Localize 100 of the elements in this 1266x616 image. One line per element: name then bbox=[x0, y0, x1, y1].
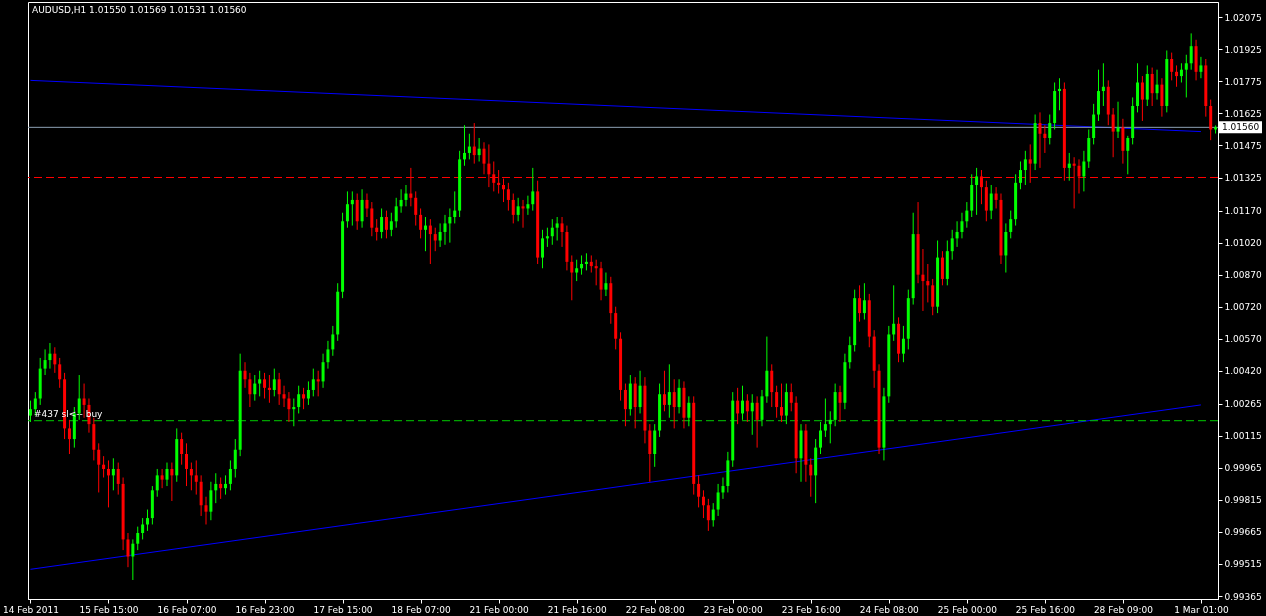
candlestick bbox=[648, 423, 652, 483]
candlestick bbox=[555, 216, 559, 241]
candlestick bbox=[292, 398, 296, 427]
candlestick bbox=[116, 462, 120, 496]
candlestick bbox=[82, 383, 86, 419]
candlestick bbox=[511, 193, 515, 224]
candlestick bbox=[375, 218, 379, 241]
candlestick bbox=[345, 190, 349, 229]
candlestick bbox=[419, 207, 423, 239]
candlestick bbox=[53, 346, 57, 374]
candlestick bbox=[1067, 152, 1071, 182]
chart-title: AUDUSD,H1 1.01550 1.01569 1.01531 1.01560 bbox=[32, 5, 247, 15]
y-tick-label: 0.99965 bbox=[1224, 463, 1262, 474]
candlestick bbox=[940, 250, 944, 286]
candlestick bbox=[711, 502, 715, 528]
y-tick-label: 1.01170 bbox=[1224, 206, 1262, 217]
candlestick bbox=[1209, 99, 1213, 141]
candlestick bbox=[789, 383, 793, 412]
candlestick bbox=[623, 383, 627, 427]
candlestick bbox=[858, 284, 862, 323]
x-tick-label: 21 Feb 16:00 bbox=[547, 604, 607, 615]
candlestick bbox=[662, 370, 666, 412]
candlestick bbox=[1126, 135, 1130, 175]
candlestick bbox=[687, 395, 691, 427]
candlestick bbox=[989, 184, 993, 220]
candlestick bbox=[102, 455, 106, 479]
x-tick-label: 17 Feb 15:00 bbox=[313, 604, 373, 615]
candlestick bbox=[43, 348, 47, 376]
candlestick bbox=[1170, 52, 1174, 81]
candlestick bbox=[165, 462, 169, 487]
candlestick bbox=[180, 432, 184, 466]
y-tick-label: 1.01325 bbox=[1224, 173, 1262, 184]
candlestick bbox=[209, 481, 213, 521]
y-tick-label: 0.99665 bbox=[1224, 527, 1262, 538]
candlestick bbox=[360, 188, 364, 229]
candlestick bbox=[950, 229, 954, 261]
candlestick bbox=[516, 197, 520, 222]
y-tick-label: 1.01775 bbox=[1224, 76, 1262, 87]
candlestick bbox=[892, 284, 896, 342]
x-tick-label: 22 Feb 08:00 bbox=[625, 604, 685, 615]
candlestick bbox=[380, 207, 384, 239]
candlestick bbox=[955, 220, 959, 248]
candlestick bbox=[321, 353, 325, 389]
candlestick bbox=[550, 218, 554, 246]
candlestick bbox=[721, 477, 725, 500]
candlestick bbox=[355, 193, 359, 231]
candlestick bbox=[370, 201, 374, 237]
candlestick bbox=[263, 372, 267, 400]
y-tick-label: 1.01625 bbox=[1224, 108, 1262, 119]
candlestick bbox=[716, 483, 720, 517]
candlestick bbox=[1043, 124, 1047, 154]
x-tick-label: 28 Feb 09:00 bbox=[1093, 604, 1154, 615]
candlestick bbox=[228, 459, 232, 491]
x-tick-label: 25 Feb 00:00 bbox=[937, 604, 998, 615]
candlestick bbox=[1199, 56, 1203, 79]
candlestick bbox=[931, 278, 935, 316]
candlestick bbox=[384, 210, 388, 239]
candlestick bbox=[1150, 67, 1154, 107]
candlestick bbox=[784, 383, 788, 425]
x-tick-label: 1 Mar 01:00 bbox=[1174, 604, 1229, 615]
candlestick bbox=[433, 227, 437, 252]
candlestick bbox=[750, 393, 754, 436]
candlestick bbox=[1058, 77, 1061, 111]
candlestick bbox=[233, 438, 237, 479]
y-tick-label: 1.02075 bbox=[1224, 12, 1262, 23]
candlestick bbox=[701, 489, 705, 519]
candlestick bbox=[975, 167, 979, 216]
candlestick bbox=[1189, 32, 1193, 71]
candlestick bbox=[1121, 118, 1125, 165]
candlestick bbox=[389, 212, 393, 237]
candlestick bbox=[331, 325, 335, 357]
candlestick bbox=[106, 459, 110, 508]
candlestick bbox=[136, 526, 140, 551]
candlestick bbox=[921, 248, 925, 312]
x-tick-label: 18 Feb 07:00 bbox=[391, 604, 451, 615]
candlestick bbox=[1184, 54, 1188, 98]
candlestick bbox=[672, 378, 676, 429]
candlestick bbox=[736, 387, 740, 425]
candlestick bbox=[189, 462, 193, 491]
candlestick bbox=[155, 468, 159, 498]
candlestick bbox=[111, 457, 115, 491]
y-tick-label: 1.00720 bbox=[1224, 302, 1262, 313]
candlestick bbox=[428, 218, 432, 265]
candlestick bbox=[48, 342, 52, 370]
candlestick bbox=[775, 385, 779, 419]
candlestick bbox=[994, 186, 998, 209]
candlestick bbox=[350, 190, 354, 227]
candlestick bbox=[1082, 150, 1086, 192]
candlestick bbox=[541, 229, 545, 269]
candlestick bbox=[399, 188, 403, 214]
candlestick bbox=[126, 532, 130, 568]
x-tick-label: 23 Feb 00:00 bbox=[703, 604, 764, 615]
candlestick bbox=[463, 124, 466, 167]
candlestick bbox=[755, 395, 759, 449]
x-tick-label: 14 Feb 2011 bbox=[2, 604, 59, 615]
candlestick bbox=[394, 197, 398, 229]
candlestick bbox=[828, 410, 832, 444]
candlestick bbox=[809, 457, 813, 498]
candlestick bbox=[677, 378, 681, 414]
y-tick-label: 1.01475 bbox=[1224, 140, 1262, 151]
